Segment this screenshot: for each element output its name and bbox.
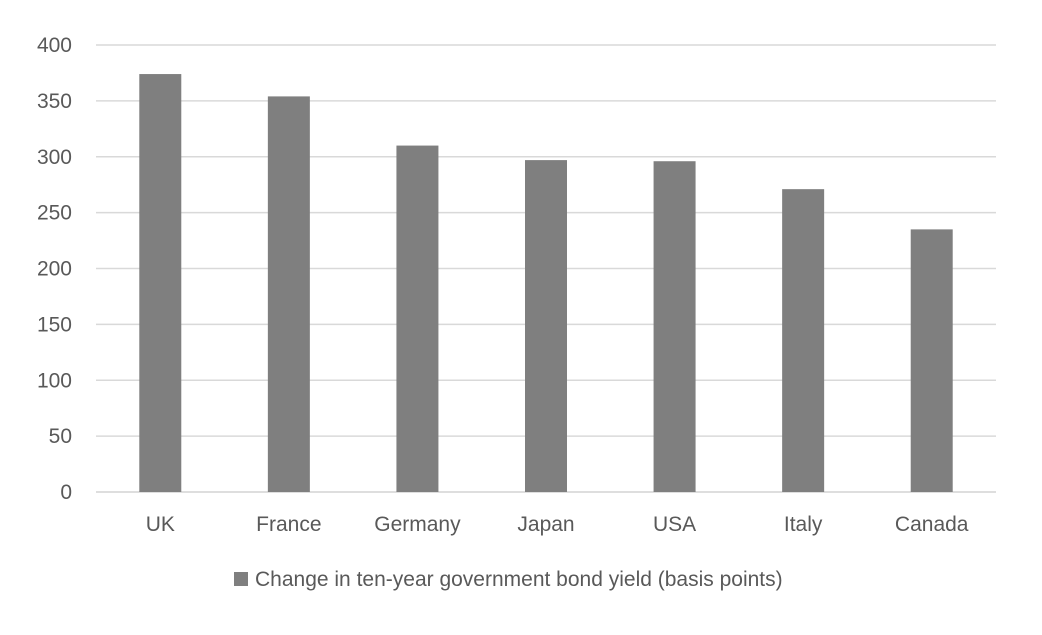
- y-tick-label: 0: [60, 481, 72, 504]
- x-tick-label: Japan: [517, 513, 574, 536]
- x-tick-label: Canada: [895, 513, 969, 536]
- bar-italy: [782, 189, 825, 492]
- y-tick-label: 150: [37, 313, 72, 336]
- y-tick-label: 100: [37, 369, 72, 392]
- y-tick-label: 350: [37, 90, 72, 113]
- bar-uk: [139, 74, 182, 493]
- y-axis-tick-labels: 0 50 100 150 200 250 300 350 400: [37, 34, 72, 504]
- legend-swatch: [234, 572, 248, 586]
- y-tick-label: 250: [37, 202, 72, 225]
- bar-canada: [910, 229, 953, 492]
- bars: [139, 74, 953, 493]
- y-tick-label: 300: [37, 146, 72, 169]
- x-tick-label: France: [256, 513, 321, 536]
- x-tick-label: Germany: [374, 513, 461, 536]
- x-axis-tick-labels: UK France Germany Japan USA Italy Canada: [146, 513, 969, 536]
- bar-japan: [525, 160, 567, 493]
- bar-germany: [396, 145, 439, 492]
- bar-france: [267, 96, 310, 492]
- y-tick-label: 400: [37, 34, 72, 57]
- y-tick-label: 50: [49, 425, 72, 448]
- legend: Change in ten-year government bond yield…: [234, 568, 783, 591]
- x-tick-label: Italy: [784, 513, 823, 536]
- x-tick-label: UK: [146, 513, 175, 536]
- legend-label: Change in ten-year government bond yield…: [255, 568, 783, 591]
- bar-usa: [653, 161, 696, 492]
- x-tick-label: USA: [653, 513, 696, 536]
- y-tick-label: 200: [37, 258, 72, 281]
